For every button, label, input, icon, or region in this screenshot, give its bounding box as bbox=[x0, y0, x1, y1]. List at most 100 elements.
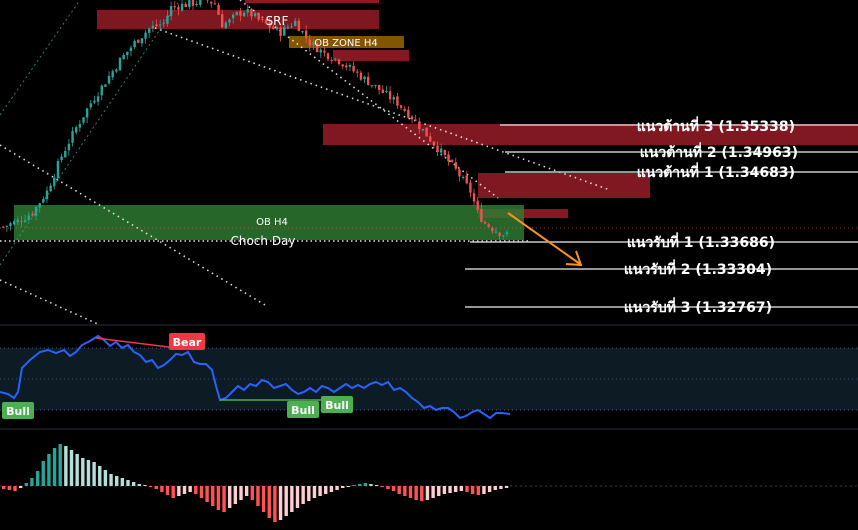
histogram-bar bbox=[256, 486, 260, 506]
histogram-bar bbox=[425, 486, 430, 500]
histogram-bar bbox=[64, 446, 68, 486]
histogram-bar bbox=[454, 486, 458, 492]
histogram-bar bbox=[476, 486, 480, 495]
bull-badge-2[interactable]: Bull bbox=[287, 401, 319, 418]
histogram-bar bbox=[205, 486, 209, 502]
srf-label: SRF bbox=[266, 14, 289, 28]
candle-body bbox=[191, 0, 195, 6]
candle-body bbox=[144, 32, 147, 39]
candle-body bbox=[377, 84, 381, 91]
candle-body bbox=[184, 3, 187, 8]
candle-body bbox=[250, 8, 253, 17]
candle-body bbox=[75, 127, 78, 133]
histogram-bar bbox=[397, 486, 401, 494]
candle-body bbox=[494, 231, 498, 233]
histogram-bar bbox=[267, 486, 271, 518]
histogram-pane bbox=[0, 444, 858, 522]
candle-body bbox=[334, 58, 337, 60]
histogram-bar bbox=[448, 486, 452, 493]
histogram-bar bbox=[499, 486, 503, 489]
rsi-line bbox=[0, 334, 511, 420]
candle-body bbox=[104, 84, 107, 87]
candle-body bbox=[480, 208, 483, 222]
candle-body bbox=[221, 14, 224, 28]
candle-body bbox=[421, 129, 425, 131]
candle-body bbox=[392, 97, 395, 100]
candle-body bbox=[414, 119, 417, 121]
bear-badge-1[interactable]: Bear bbox=[169, 333, 205, 350]
histogram-bar bbox=[211, 486, 215, 506]
histogram-bar bbox=[312, 486, 317, 498]
histogram-bar bbox=[352, 485, 356, 486]
candle-body bbox=[246, 9, 249, 13]
bull-badge-1[interactable]: Bull bbox=[2, 402, 34, 419]
candle-body bbox=[133, 40, 136, 48]
histogram-bar bbox=[431, 486, 435, 498]
trend-line-upper bbox=[154, 27, 611, 191]
histogram-bar bbox=[250, 486, 254, 500]
histogram-bar bbox=[470, 486, 475, 494]
histogram-bar bbox=[329, 486, 334, 492]
candle-body bbox=[381, 89, 384, 93]
candle-body bbox=[483, 221, 487, 224]
histogram-bar bbox=[2, 486, 6, 489]
candle-body bbox=[410, 116, 414, 120]
histogram-bar bbox=[244, 486, 249, 496]
histogram-bar bbox=[357, 484, 362, 486]
histogram-bars bbox=[2, 444, 509, 522]
candle-body bbox=[374, 85, 377, 87]
histogram-bar bbox=[414, 486, 418, 500]
upper-red-zone bbox=[333, 50, 409, 61]
candle-body bbox=[71, 131, 74, 143]
histogram-bar bbox=[115, 476, 119, 486]
teal-channel-2 bbox=[0, 0, 181, 266]
histogram-bar bbox=[199, 486, 204, 498]
candle-body bbox=[173, 6, 176, 8]
candle-body bbox=[2, 226, 5, 228]
histogram-bar bbox=[493, 486, 497, 490]
candle-body bbox=[356, 71, 359, 73]
histogram-bar bbox=[216, 486, 221, 510]
histogram-bar bbox=[239, 486, 243, 500]
histogram-bar bbox=[177, 486, 181, 496]
candle-body bbox=[195, 4, 198, 6]
bull-badge-3[interactable]: Bull bbox=[321, 396, 353, 413]
candle-body bbox=[126, 51, 129, 56]
candle-body bbox=[78, 123, 82, 128]
candle-body bbox=[286, 27, 290, 29]
histogram-bar bbox=[47, 454, 51, 486]
trend-line-lower bbox=[0, 144, 266, 306]
histogram-bar bbox=[92, 462, 96, 486]
candle-body bbox=[16, 219, 19, 223]
candle-body bbox=[93, 100, 96, 103]
candle-body bbox=[323, 50, 326, 53]
resistance-zone-3 bbox=[323, 124, 858, 145]
histogram-bar bbox=[81, 458, 85, 486]
histogram-bar bbox=[41, 461, 45, 486]
candle-body bbox=[491, 227, 494, 232]
histogram-bar bbox=[335, 486, 339, 490]
bull-badge-2-text: Bull bbox=[291, 404, 315, 417]
candle-body bbox=[407, 109, 410, 118]
candle-body bbox=[188, 0, 191, 8]
candle-body bbox=[502, 235, 505, 237]
candle-body bbox=[326, 53, 330, 60]
candle-body bbox=[257, 13, 260, 20]
histogram-bar bbox=[160, 486, 164, 492]
candle-body bbox=[100, 85, 103, 96]
histogram-bar bbox=[324, 486, 328, 494]
candle-body bbox=[348, 65, 352, 67]
candle-body bbox=[440, 148, 443, 153]
histogram-bar bbox=[233, 486, 238, 504]
candle-body bbox=[140, 38, 144, 44]
candle-body bbox=[418, 121, 421, 130]
candles bbox=[2, 0, 509, 240]
candle-body bbox=[268, 22, 271, 28]
candle-body bbox=[301, 31, 304, 33]
candle-body bbox=[111, 71, 114, 78]
candle-body bbox=[385, 90, 388, 93]
candle-body bbox=[231, 14, 235, 19]
support-2-label: แนวรับที่ 2 (1.33304) bbox=[624, 259, 772, 278]
histogram-bar bbox=[504, 486, 509, 488]
